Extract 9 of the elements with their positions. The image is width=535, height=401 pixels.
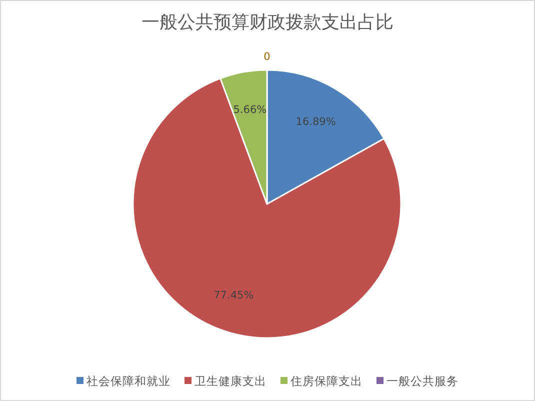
legend-label: 卫生健康支出 bbox=[194, 374, 266, 388]
legend-label: 住房保障支出 bbox=[290, 374, 362, 388]
data-label: 5.66% bbox=[233, 104, 267, 116]
data-label: 77.45% bbox=[214, 290, 254, 302]
data-label: 16.89% bbox=[296, 116, 336, 128]
chart-title: 一般公共预算财政拨款支出占比 bbox=[142, 12, 394, 33]
legend-label: 一般公共服务 bbox=[386, 374, 458, 388]
text: 0 bbox=[264, 51, 270, 63]
legend-label: 社会保障和就业 bbox=[86, 374, 170, 388]
